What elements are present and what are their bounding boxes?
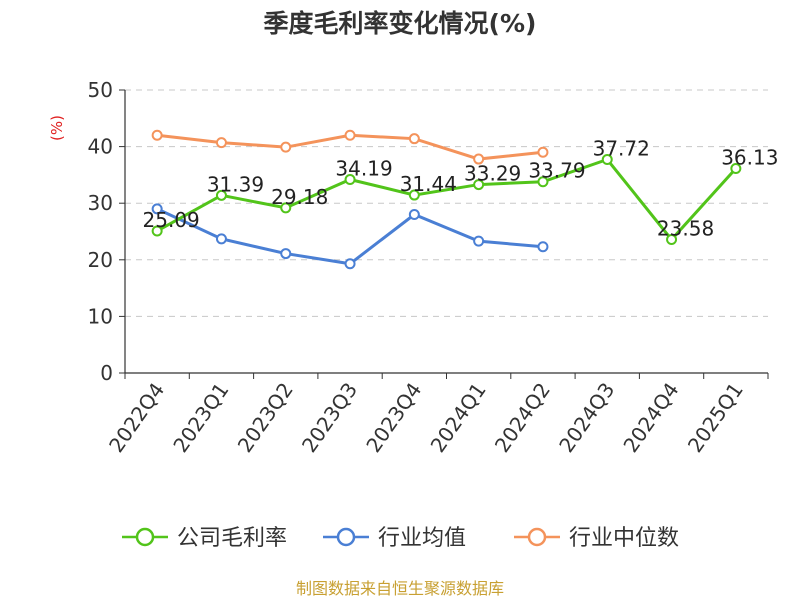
data-label: 25.09 bbox=[143, 208, 200, 232]
legend-marker bbox=[527, 527, 547, 547]
data-point bbox=[537, 241, 549, 253]
x-tick-label: 2023Q2 bbox=[233, 378, 298, 457]
data-point bbox=[408, 133, 420, 145]
data-label: 31.39 bbox=[207, 172, 264, 196]
data-point bbox=[280, 248, 292, 260]
legend-label: 行业均值 bbox=[378, 526, 466, 551]
legend-label: 公司毛利率 bbox=[177, 526, 287, 551]
legend-marker bbox=[336, 527, 356, 547]
data-point bbox=[473, 235, 485, 247]
data-point bbox=[151, 225, 163, 237]
data-point bbox=[280, 141, 292, 153]
data-point bbox=[408, 209, 420, 221]
y-tick-label: 10 bbox=[88, 304, 113, 328]
y-tick-label: 20 bbox=[88, 248, 113, 272]
data-label: 33.79 bbox=[528, 159, 585, 183]
grid-layer bbox=[125, 89, 768, 317]
series-line bbox=[156, 157, 737, 242]
data-point bbox=[215, 189, 227, 201]
data-point bbox=[601, 154, 613, 166]
data-point bbox=[344, 258, 356, 270]
x-tick-label: 2023Q4 bbox=[361, 378, 426, 457]
legend-label: 行业中位数 bbox=[569, 526, 679, 551]
x-tick-label: 2022Q4 bbox=[104, 378, 169, 457]
y-tick-label: 50 bbox=[88, 78, 113, 102]
legend: 公司毛利率 行业均值 行业中位数 bbox=[122, 526, 679, 551]
data-point bbox=[666, 234, 678, 246]
x-tick-label: 2025Q1 bbox=[683, 378, 748, 457]
chart-title: 季度毛利率变化情况(%) bbox=[263, 9, 537, 38]
data-label: 34.19 bbox=[335, 156, 392, 180]
x-tick-label: 2023Q3 bbox=[297, 378, 362, 457]
data-point bbox=[344, 129, 356, 141]
y-unit-label: (%) bbox=[48, 115, 66, 141]
data-point bbox=[537, 146, 549, 158]
data-point bbox=[408, 189, 420, 201]
data-point bbox=[473, 179, 485, 191]
x-tick-label: 2024Q1 bbox=[426, 378, 491, 457]
x-tick-label: 2024Q3 bbox=[554, 378, 619, 457]
data-point bbox=[344, 173, 356, 185]
series-line bbox=[156, 207, 544, 266]
y-tick-label: 30 bbox=[88, 191, 113, 215]
data-label-layer: 25.09 31.39 29.18 34.19 31.44 33.29 33.79 37.72… bbox=[143, 137, 779, 241]
data-point bbox=[215, 233, 227, 245]
x-tick-label: 2024Q2 bbox=[490, 378, 555, 457]
data-label: 23.58 bbox=[657, 217, 714, 241]
x-tick-label: 2024Q4 bbox=[618, 378, 683, 457]
data-label: 31.44 bbox=[400, 172, 457, 196]
source-note: 制图数据来自恒生聚源数据库 bbox=[295, 579, 504, 598]
data-point bbox=[730, 163, 742, 175]
data-label: 29.18 bbox=[271, 185, 328, 209]
legend-marker bbox=[135, 527, 155, 547]
x-tick-label: 2023Q1 bbox=[168, 378, 233, 457]
data-point bbox=[215, 137, 227, 149]
data-label: 36.13 bbox=[721, 146, 778, 170]
data-point bbox=[280, 202, 292, 214]
series-layer bbox=[151, 129, 742, 270]
data-point bbox=[151, 129, 163, 141]
data-label: 33.29 bbox=[464, 162, 521, 186]
y-tick-label: 0 bbox=[100, 361, 113, 385]
data-point bbox=[537, 176, 549, 188]
y-tick-label: 40 bbox=[88, 135, 113, 159]
data-label: 37.72 bbox=[593, 137, 650, 161]
data-point bbox=[473, 153, 485, 165]
data-point bbox=[151, 203, 163, 215]
